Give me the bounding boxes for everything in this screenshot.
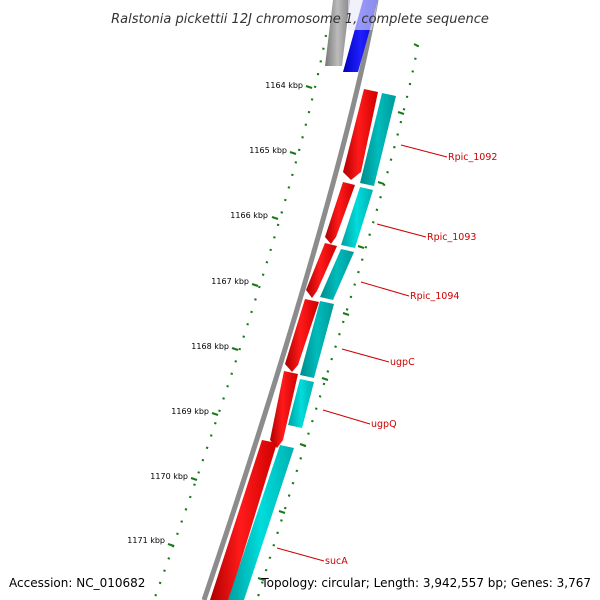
cds-forward-track xyxy=(210,89,378,600)
cog-segment-2 xyxy=(341,187,373,248)
cog-segment-4 xyxy=(300,301,334,378)
tick-label: 1169 kbp xyxy=(171,407,209,416)
cog-segment-3 xyxy=(320,249,354,300)
gene-label-rpic-1093[interactable]: Rpic_1093 xyxy=(427,232,476,243)
cog-segment-5 xyxy=(288,379,314,428)
tick-label: 1168 kbp xyxy=(191,342,229,351)
gene-label-rpic-1094[interactable]: Rpic_1094 xyxy=(410,291,459,302)
cds-arrow-suca xyxy=(210,440,277,600)
tick-label: 1164 kbp xyxy=(265,81,303,90)
gene-label-suca[interactable]: sucA xyxy=(325,556,348,567)
gene-label-ugpq[interactable]: ugpQ xyxy=(371,419,397,430)
tick-label: 1167 kbp xyxy=(211,277,249,286)
feature-light-top xyxy=(348,0,378,30)
gene-label-rpic-1092[interactable]: Rpic_1092 xyxy=(448,152,497,163)
tick-label: 1171 kbp xyxy=(127,536,165,545)
accession-text: Accession: NC_010682 xyxy=(9,576,145,590)
outer-tick-ring xyxy=(255,44,420,600)
cds-arrow-rpic-1092 xyxy=(343,89,378,180)
map-title: Ralstonia pickettii 12J chromosome 1, co… xyxy=(111,12,489,27)
gene-label-ugpc[interactable]: ugpC xyxy=(390,357,415,368)
cog-track xyxy=(228,93,396,600)
cog-segment-1 xyxy=(360,93,396,186)
tick-label: 1170 kbp xyxy=(150,472,188,481)
feature-grey-top xyxy=(325,0,350,66)
inner-major-ticks xyxy=(167,84,313,548)
genome-summary-text: Topology: circular; Length: 3,942,557 bp… xyxy=(260,576,591,590)
cds-arrow-rpic-1094 xyxy=(306,243,337,298)
gene-leader-lines xyxy=(276,144,448,562)
outer-major-ticks xyxy=(257,43,419,581)
tick-label: 1166 kbp xyxy=(230,211,268,220)
backbone-ring xyxy=(201,0,379,600)
cds-arrow-rpic-1093 xyxy=(325,182,355,244)
cds-arrow-ugpq xyxy=(270,371,298,448)
cog-segment-6 xyxy=(228,445,294,600)
tick-label: 1165 kbp xyxy=(249,146,287,155)
cds-arrow-ugpc xyxy=(285,299,319,372)
